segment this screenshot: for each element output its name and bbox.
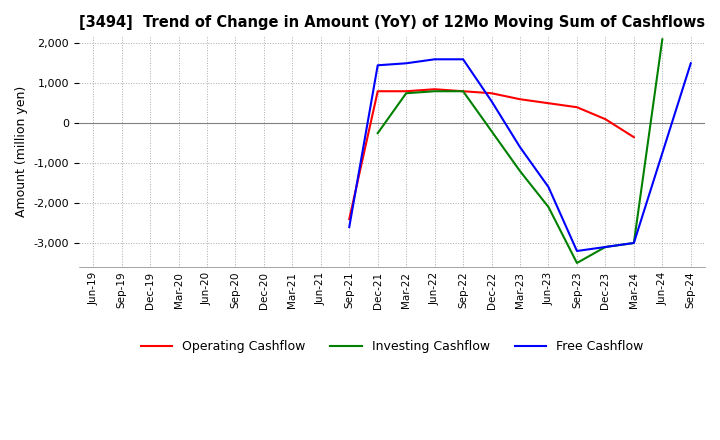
Investing Cashflow [544,205,553,210]
Y-axis label: Amount (million yen): Amount (million yen) [15,85,28,217]
Investing Cashflow [487,128,496,134]
Free Cashflow [402,61,410,66]
Free Cashflow [431,57,439,62]
Title: [3494]  Trend of Change in Amount (YoY) of 12Mo Moving Sum of Cashflows: [3494] Trend of Change in Amount (YoY) o… [79,15,705,30]
Line: Investing Cashflow: Investing Cashflow [378,39,662,263]
Free Cashflow [487,99,496,104]
Operating Cashflow [572,105,581,110]
Free Cashflow [544,184,553,190]
Operating Cashflow [459,88,467,94]
Free Cashflow [374,62,382,68]
Investing Cashflow [601,244,610,249]
Operating Cashflow [629,135,638,140]
Free Cashflow [601,244,610,249]
Line: Free Cashflow: Free Cashflow [349,59,690,251]
Operating Cashflow [345,216,354,222]
Investing Cashflow [459,88,467,94]
Operating Cashflow [374,88,382,94]
Operating Cashflow [544,101,553,106]
Operating Cashflow [402,88,410,94]
Operating Cashflow [431,87,439,92]
Free Cashflow [459,57,467,62]
Free Cashflow [572,248,581,253]
Investing Cashflow [572,260,581,266]
Investing Cashflow [374,131,382,136]
Free Cashflow [516,144,524,150]
Investing Cashflow [402,91,410,96]
Line: Operating Cashflow: Operating Cashflow [349,89,634,219]
Operating Cashflow [516,97,524,102]
Free Cashflow [629,240,638,246]
Operating Cashflow [601,117,610,122]
Investing Cashflow [658,37,667,42]
Operating Cashflow [487,91,496,96]
Legend: Operating Cashflow, Investing Cashflow, Free Cashflow: Operating Cashflow, Investing Cashflow, … [135,335,648,358]
Free Cashflow [686,61,695,66]
Investing Cashflow [629,240,638,246]
Investing Cashflow [516,169,524,174]
Free Cashflow [345,224,354,230]
Investing Cashflow [431,88,439,94]
